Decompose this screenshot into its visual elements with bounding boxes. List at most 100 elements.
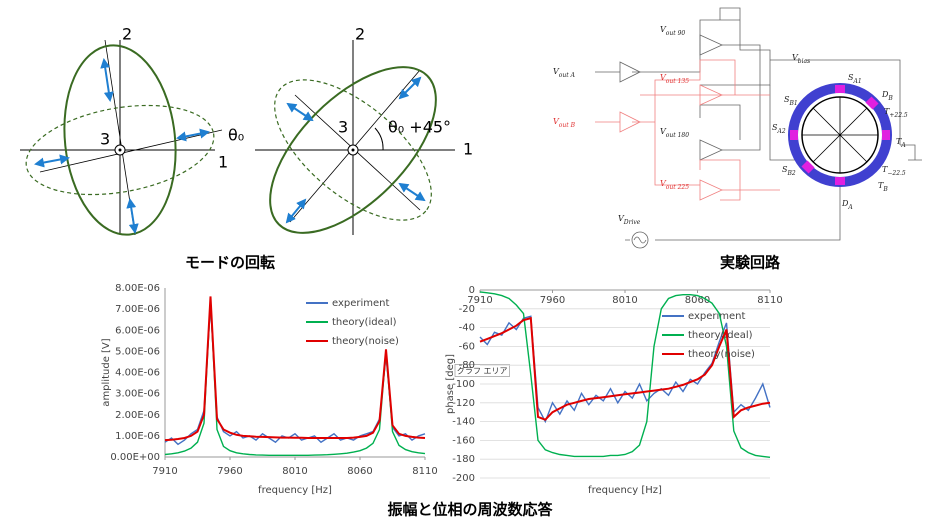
- label-sub: out B: [559, 122, 576, 129]
- angle-label: θ₀: [228, 126, 244, 145]
- circuit-label: Vout B: [553, 117, 576, 129]
- x-tick-label: 8010: [282, 466, 307, 477]
- x-tick-label: 7910: [467, 295, 492, 306]
- label-sub: bias: [798, 58, 810, 65]
- label-sub: −22.5: [887, 170, 906, 177]
- y-tick-label: -200: [452, 473, 475, 484]
- y-tick-label: -60: [459, 341, 475, 352]
- y-tick-label: -80: [459, 360, 475, 371]
- x-tick-label: 8110: [757, 295, 782, 306]
- y-tick-label: -160: [452, 435, 475, 446]
- circuit-label: T−22.5: [882, 165, 906, 177]
- label-sub: B: [887, 95, 893, 102]
- label-base: D: [881, 90, 889, 99]
- x-tick-label: 7960: [217, 466, 242, 477]
- series-line: [479, 316, 771, 421]
- circuit-label: Vout 225: [660, 179, 689, 191]
- circuit-label: SA1: [848, 73, 862, 85]
- y-tick-label: 5.00E-06: [115, 346, 160, 357]
- y-tick-label: -140: [452, 417, 475, 428]
- circuit: [595, 7, 922, 249]
- circuit-label: VDrive: [618, 214, 641, 226]
- mode-diagram-left: 2 3 1 θ₀: [20, 25, 244, 236]
- y-tick-label: 1.00E-06: [115, 431, 160, 442]
- circuit-label: Vout 135: [660, 73, 689, 85]
- label-sub: Drive: [623, 219, 641, 226]
- axis-label: 1: [463, 140, 473, 159]
- label-base: V: [660, 25, 667, 34]
- legend-label: theory(noise): [688, 349, 755, 360]
- circuit-label: SB1: [784, 95, 798, 107]
- series-line: [479, 315, 771, 424]
- label-base: T: [882, 165, 888, 174]
- caption: 実験回路: [720, 254, 781, 272]
- label-base: S: [848, 73, 854, 82]
- caption: モードの回転: [185, 254, 275, 272]
- circuit-label: Vout A: [553, 67, 576, 79]
- y-tick-label: 8.00E-06: [115, 283, 160, 294]
- label-base: V: [660, 179, 667, 188]
- y-tick-label: -20: [459, 304, 475, 315]
- axis-label: 1: [218, 153, 228, 172]
- label-sub: A: [847, 204, 853, 211]
- label-base: T: [884, 107, 890, 116]
- legend-label: experiment: [332, 298, 390, 309]
- x-tick-label: 8060: [347, 466, 372, 477]
- x-tick-label: 7960: [540, 295, 565, 306]
- y-tick-label: 7.00E-06: [115, 304, 160, 315]
- y-axis-label: amplitude [V]: [101, 338, 112, 406]
- x-tick-label: 7910: [152, 466, 177, 477]
- x-tick-label: 8110: [412, 466, 437, 477]
- label-base: V: [792, 53, 799, 62]
- label-base: D: [841, 199, 849, 208]
- circuit-label: T+22.5: [884, 107, 908, 119]
- y-tick-label: 3.00E-06: [115, 389, 160, 400]
- x-axis-label: frequency [Hz]: [588, 485, 662, 496]
- y-tick-label: 2.00E-06: [115, 410, 160, 421]
- label-sub: out A: [559, 72, 576, 79]
- label-base: S: [772, 123, 778, 132]
- y-tick-label: 0: [469, 285, 475, 296]
- label-sub: A2: [776, 128, 785, 135]
- y-tick-label: -180: [452, 454, 475, 465]
- axis-label: 3: [100, 130, 110, 149]
- label-base: S: [782, 165, 788, 174]
- circuit-label: SB2: [782, 165, 796, 177]
- tooltip: グラフ エリア: [457, 366, 508, 376]
- label-sub: A: [900, 142, 906, 149]
- mode-diagram-right: 2 3 1 θ₀ +45°: [255, 25, 473, 235]
- label-base: V: [553, 117, 560, 126]
- label-sub: A1: [852, 78, 861, 85]
- label-sub: B1: [788, 100, 797, 107]
- circuit-label: DB: [881, 90, 893, 102]
- label-sub: +22.5: [889, 112, 908, 119]
- series-line: [164, 296, 426, 442]
- caption: 振幅と位相の周波数応答: [387, 501, 553, 519]
- label-sub: B2: [786, 170, 795, 177]
- legend-label: theory(ideal): [688, 330, 753, 341]
- y-tick-label: 0.00E+00: [110, 452, 160, 463]
- label-base: S: [784, 95, 790, 104]
- x-axis-label: frequency [Hz]: [258, 485, 332, 496]
- label-sub: out 90: [666, 30, 686, 37]
- label-base: V: [553, 67, 560, 76]
- circuit-label: Vbias: [792, 53, 810, 65]
- label-base: T: [896, 137, 902, 146]
- tooltip-box: [454, 364, 510, 377]
- label-sub: out 135: [666, 78, 689, 85]
- axis-label: 3: [338, 118, 348, 137]
- circuit-label: TB: [878, 181, 888, 193]
- axis-label: 2: [355, 25, 365, 44]
- y-axis-label: phase [deg]: [445, 354, 456, 414]
- label-base: V: [660, 127, 667, 136]
- series-line: [479, 291, 771, 458]
- label-sub: out 180: [666, 132, 689, 139]
- circuit-label: TA: [896, 137, 906, 149]
- y-tick-label: 6.00E-06: [115, 325, 160, 336]
- legend-label: experiment: [688, 311, 746, 322]
- angle-label: θ₀ +45°: [388, 118, 451, 137]
- y-tick-label: -100: [452, 379, 475, 390]
- y-tick-label: 4.00E-06: [115, 368, 160, 379]
- y-tick-label: -40: [459, 323, 475, 334]
